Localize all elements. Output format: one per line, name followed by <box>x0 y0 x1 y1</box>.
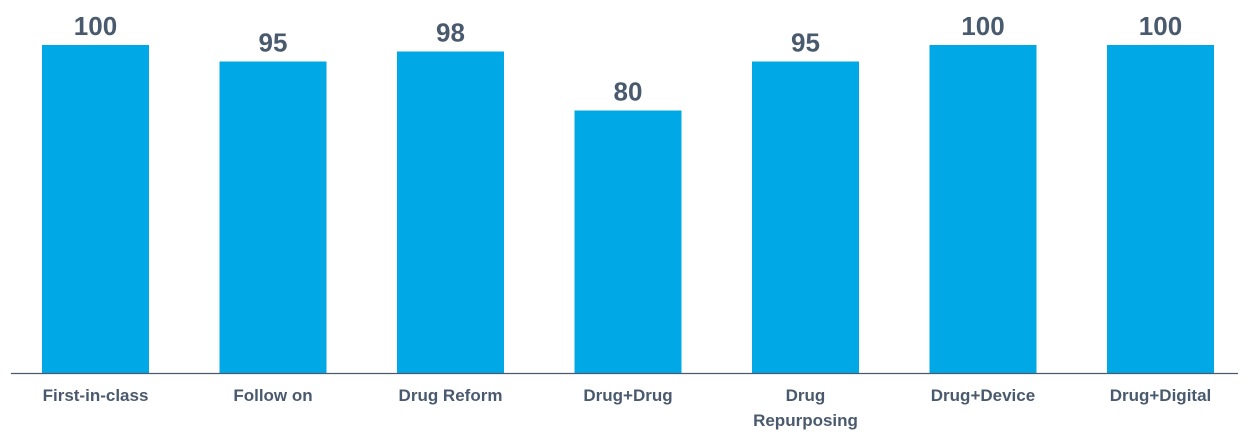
bar-4 <box>574 110 682 373</box>
value-label-group: 100 95 98 80 95 100 100 <box>74 11 1182 107</box>
category-label-group: First-in-class Follow on Drug Reform Drug+D… <box>43 386 1212 430</box>
category-label-5-line-1: Drug <box>786 386 826 405</box>
bar-6 <box>929 45 1037 373</box>
category-label-5-line-2: Repurposing <box>753 411 858 430</box>
category-label-7: Drug+Digital <box>1110 386 1212 405</box>
value-label-4: 80 <box>614 77 643 107</box>
value-label-1: 100 <box>74 11 117 41</box>
bar-5 <box>752 61 859 374</box>
value-label-5: 95 <box>791 27 820 57</box>
category-label-1: First-in-class <box>43 386 149 405</box>
bar-2 <box>219 61 327 374</box>
value-label-7: 100 <box>1139 11 1182 41</box>
category-label-3: Drug Reform <box>399 386 503 405</box>
category-label-2: Follow on <box>233 386 312 405</box>
value-label-6: 100 <box>961 11 1004 41</box>
bar-7 <box>1107 45 1214 373</box>
value-label-3: 98 <box>436 18 465 48</box>
bar-3 <box>397 51 504 374</box>
bar-group <box>42 45 1214 374</box>
bar-1 <box>42 45 149 373</box>
category-label-6: Drug+Device <box>931 386 1035 405</box>
value-label-2: 95 <box>259 27 288 57</box>
category-label-4: Drug+Drug <box>583 386 672 405</box>
